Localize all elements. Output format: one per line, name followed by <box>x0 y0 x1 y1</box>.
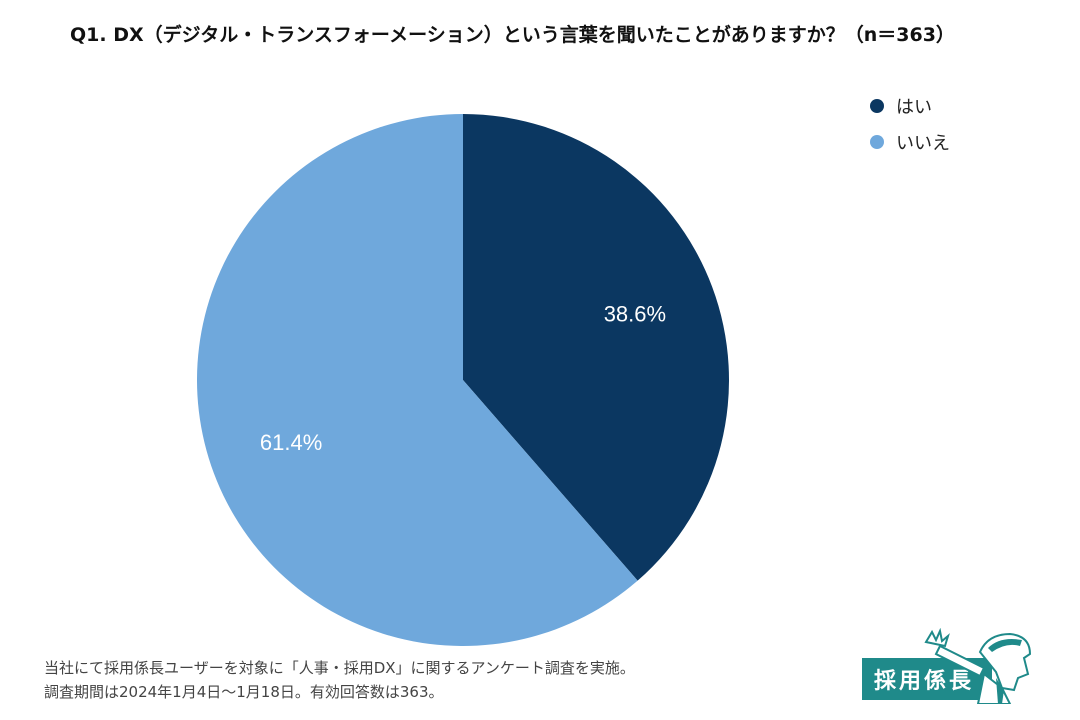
legend-marker-yes <box>870 99 884 113</box>
waving-person-icon <box>924 628 1032 704</box>
legend-label-no: いいえ <box>896 133 950 154</box>
footnote-line-2: 調査期間は2024年1月4日〜1月18日。有効回答数は363。 <box>44 683 444 701</box>
pie-slice-no <box>197 114 638 646</box>
brand-logo: 採用係長 <box>858 628 1036 704</box>
legend-item-no: いいえ <box>870 124 950 160</box>
pie-slice-yes <box>463 114 730 581</box>
legend-label-yes: はい <box>896 97 932 118</box>
data-label-no: 61.4% <box>260 430 322 455</box>
footnote: 当社にて採用係長ユーザーを対象に「人事・採用DX」に関するアンケート調査を実施。… <box>44 656 635 704</box>
footnote-line-1: 当社にて採用係長ユーザーを対象に「人事・採用DX」に関するアンケート調査を実施。 <box>44 659 635 677</box>
data-label-yes: 38.6% <box>604 301 666 326</box>
legend-marker-no <box>870 135 884 149</box>
legend: はい いいえ <box>870 88 950 160</box>
legend-item-yes: はい <box>870 88 950 124</box>
chart-title: Q1. DX（デジタル・トランスフォーメーション）という言葉を聞いたことがありま… <box>70 24 955 46</box>
